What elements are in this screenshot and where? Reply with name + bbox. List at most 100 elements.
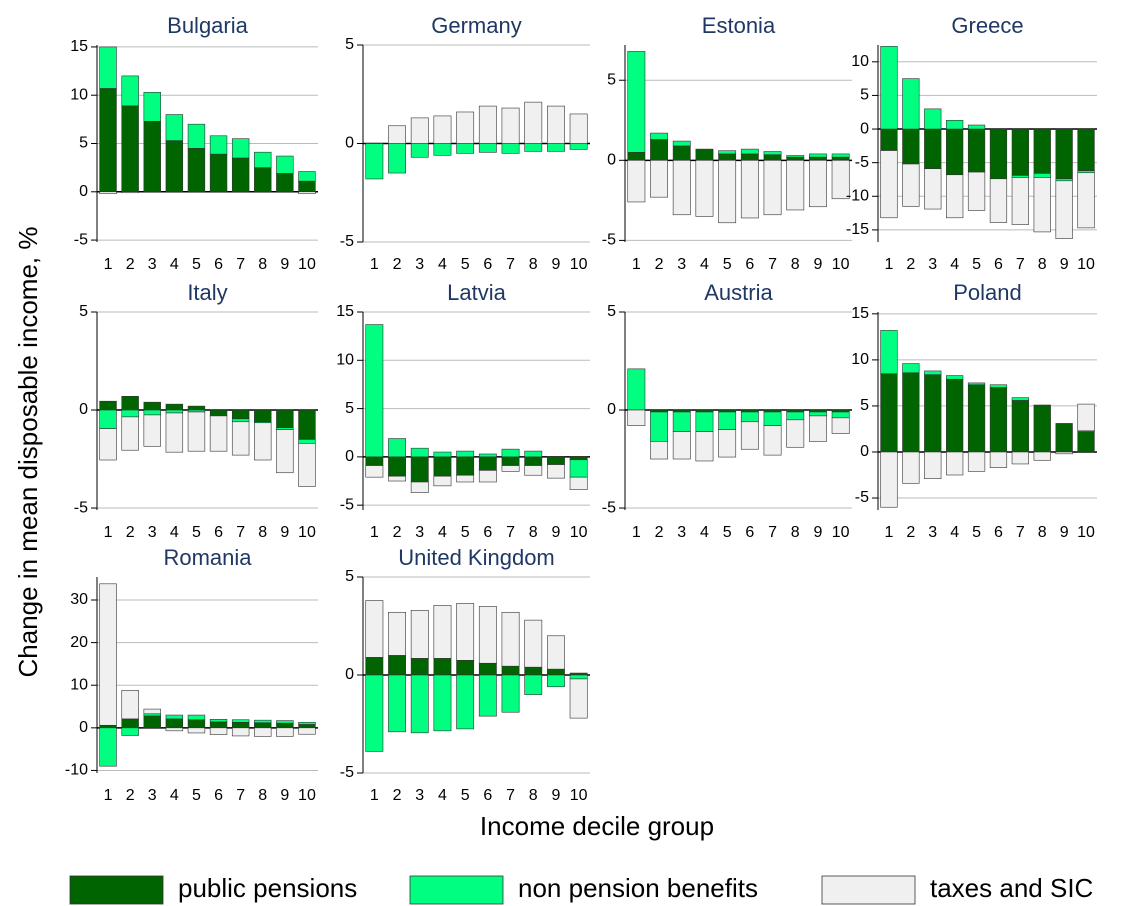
bar [165,403,184,411]
bar [388,125,406,144]
bar [547,105,565,144]
x-tick-label: 9 [280,256,289,273]
bar [1077,172,1095,229]
x-tick-label: 2 [655,256,664,273]
bar [924,108,942,130]
bar [165,412,184,453]
bar [672,160,691,216]
x-tick-label: 7 [506,524,515,541]
y-tick-label: 10 [70,676,88,693]
bar [1055,180,1073,239]
bar [672,140,691,147]
bar [650,441,668,460]
panel-title: Poland [953,280,1022,305]
y-tick-label: -5 [74,231,88,248]
bar [1055,451,1073,455]
x-tick-label: 1 [884,524,893,541]
bar [456,674,475,730]
bar [809,160,827,208]
x-tick-label: 10 [298,524,316,541]
y-tick-label: -5 [855,489,869,506]
bar [547,668,565,676]
y-tick-label: 5 [345,568,354,585]
bar [165,714,184,720]
panel-title: Germany [431,13,521,38]
bar [902,163,920,207]
x-tick-label: 10 [1077,256,1095,273]
bar [187,727,206,734]
bar [740,148,759,155]
bar [786,411,805,421]
bar [786,156,805,161]
bar [231,727,250,737]
bar [809,415,827,442]
x-tick-label: 4 [950,256,959,273]
bar [569,678,588,719]
bar [478,662,497,676]
bar [809,411,827,417]
bar [456,474,475,483]
bar [231,421,250,456]
x-tick-label: 9 [1060,256,1069,273]
bar [902,451,920,484]
x-tick-label: 8 [258,787,267,804]
x-tick-label: 4 [170,787,179,804]
y-tick-label: 10 [70,86,88,103]
y-tick-label: 0 [860,443,869,460]
legend-swatch [409,875,504,905]
x-tick-label: 8 [529,787,538,804]
x-tick-label: 3 [148,524,157,541]
bar [254,167,272,193]
bar [231,409,250,420]
x-tick-label: 4 [170,524,179,541]
panel-title: Austria [704,280,773,305]
x-tick-label: 1 [632,256,641,273]
bar [524,666,543,676]
bar [650,411,668,442]
bar [276,155,294,174]
y-tick-label: 5 [79,135,88,152]
bar [478,453,497,458]
x-tick-label: 6 [214,524,223,541]
bar [298,443,316,487]
bar [718,411,737,430]
panel-title: Bulgaria [167,13,248,38]
bar [276,720,294,724]
x-tick-label: 5 [972,256,981,273]
x-axis-label: Income decile group [480,811,714,841]
bar [1011,400,1029,453]
x-tick-label: 5 [723,524,732,541]
x-tick-label: 5 [461,787,470,804]
bar [695,160,714,217]
bar [187,719,206,729]
bar [298,409,316,440]
y-tick-label: -5 [340,764,354,781]
bar [924,168,942,210]
bar [650,160,668,198]
x-tick-label: 10 [832,256,850,273]
bar [99,428,117,461]
bar [902,372,920,453]
x-tick-label: 9 [551,256,560,273]
bar [209,719,228,723]
bar [695,148,714,161]
bar [298,721,316,725]
bar [143,713,161,717]
bar [627,368,646,411]
x-tick-label: 1 [104,524,113,541]
x-tick-label: 8 [1038,524,1047,541]
bar [946,128,964,176]
x-tick-label: 5 [192,256,201,273]
bar [121,75,139,107]
x-tick-label: 8 [258,256,267,273]
bar [365,600,384,658]
x-tick-label: 10 [832,524,850,541]
bar [298,191,316,195]
bar [989,128,1008,180]
y-tick-label: -5 [340,496,354,513]
bar [569,674,588,680]
bar [433,456,452,477]
y-tick-label: 30 [70,591,88,608]
legend-swatch [821,875,916,905]
